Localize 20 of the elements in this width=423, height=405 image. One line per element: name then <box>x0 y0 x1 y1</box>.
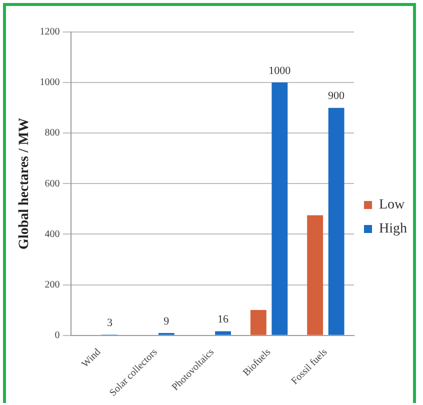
data-label: 1000 <box>268 64 292 77</box>
y-tick-label: 1000 <box>40 77 60 88</box>
data-label: 9 <box>164 315 170 328</box>
bar <box>272 82 288 335</box>
data-label: 16 <box>218 314 230 326</box>
y-tick-label: 600 <box>44 178 60 190</box>
legend-label: Low <box>379 198 406 213</box>
y-tick-label: 200 <box>44 279 60 290</box>
bar <box>307 215 324 335</box>
y-axis-title: Global hectares / MW <box>17 118 32 250</box>
y-tick-label: 0 <box>54 330 60 341</box>
y-tick-label: 400 <box>44 228 60 240</box>
y-tick-label: 1200 <box>40 26 60 38</box>
bar <box>250 310 266 335</box>
y-tick-label: 800 <box>44 128 60 139</box>
bar <box>215 331 231 335</box>
data-label: 3 <box>106 316 113 329</box>
bar <box>328 108 344 335</box>
data-label: 900 <box>328 90 346 102</box>
legend-label: High <box>379 222 407 237</box>
